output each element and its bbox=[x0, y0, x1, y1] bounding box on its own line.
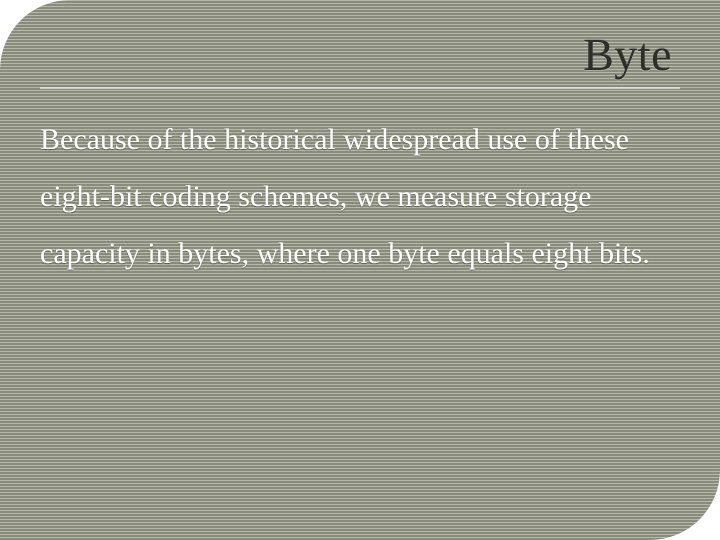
title-container: Byte bbox=[40, 28, 680, 87]
slide: Byte Because of the historical widesprea… bbox=[0, 0, 720, 540]
title-underline bbox=[40, 87, 680, 89]
slide-title: Byte bbox=[583, 28, 672, 81]
slide-body-text: Because of the historical widespread use… bbox=[40, 111, 680, 282]
slide-content: Byte Because of the historical widesprea… bbox=[0, 0, 720, 540]
